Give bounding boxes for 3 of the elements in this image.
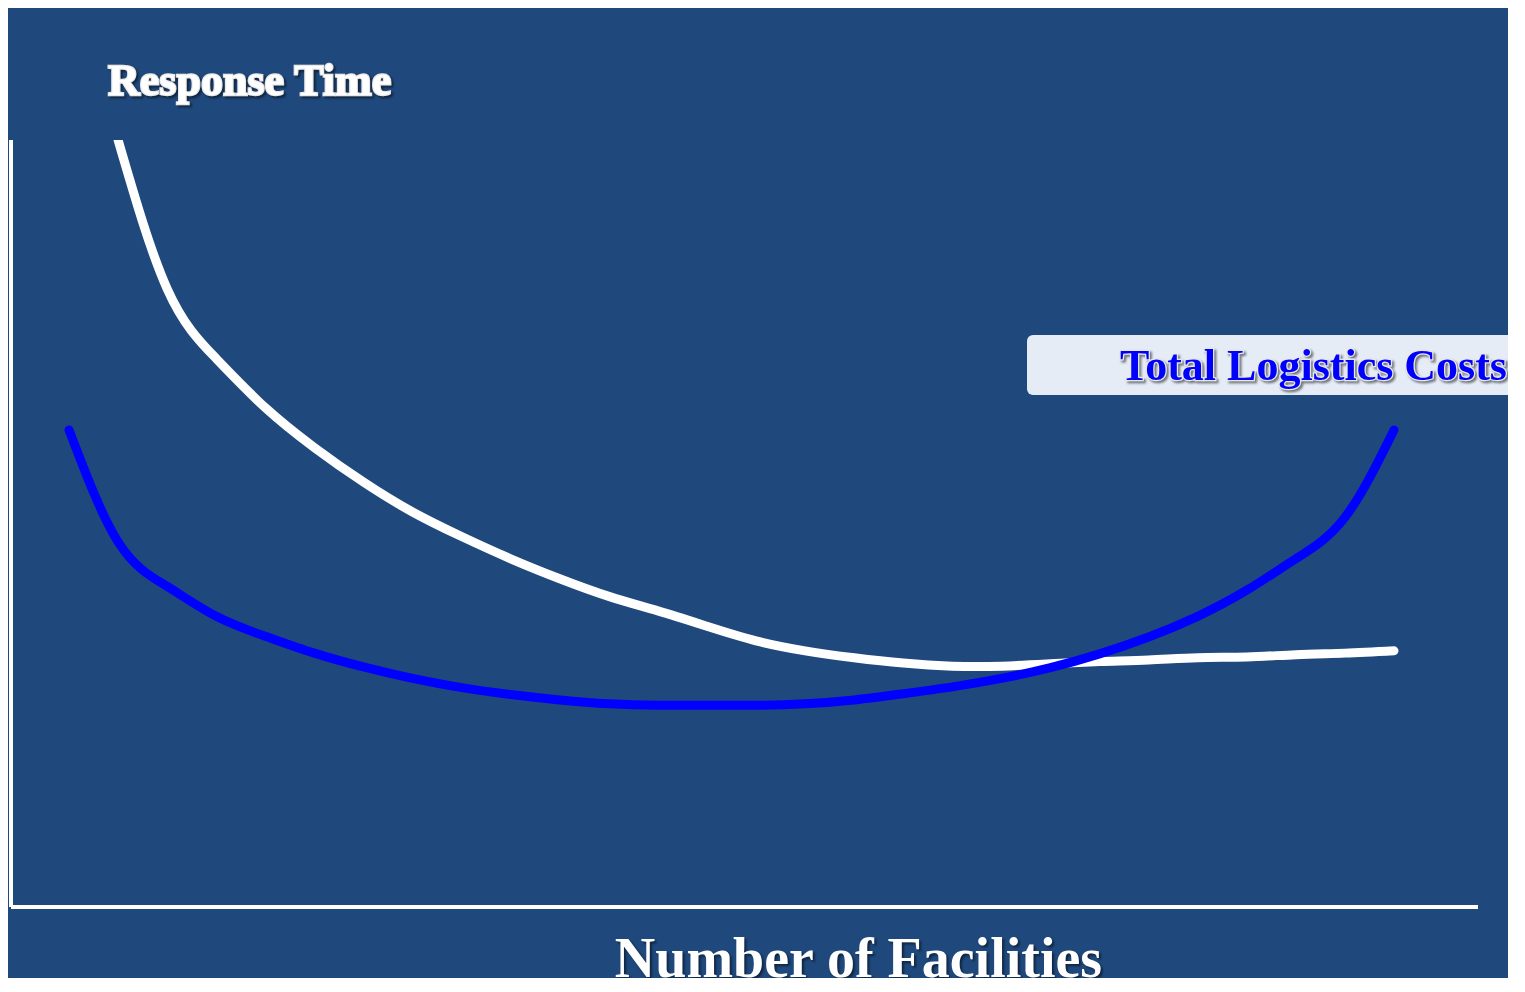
text: Total Logistics Costs: [1119, 340, 1507, 390]
series-label: Response Time: [108, 56, 392, 105]
x-axis-title: Number of Facilities: [614, 927, 1103, 989]
